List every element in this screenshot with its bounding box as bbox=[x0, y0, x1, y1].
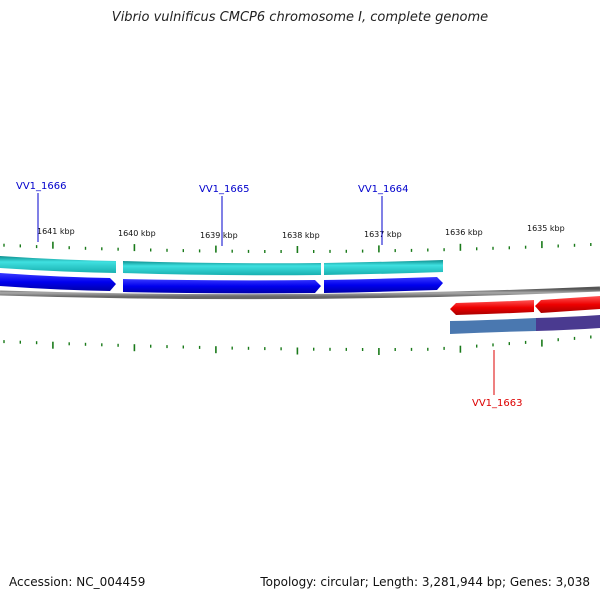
gene-feature-vv1-1663-b[interactable] bbox=[536, 315, 600, 331]
cds-arrow-vv1-1665[interactable] bbox=[123, 279, 321, 294]
reverse-gene-track bbox=[450, 315, 600, 334]
gene-feature-vv1-1663-a[interactable] bbox=[450, 318, 536, 334]
tick-label-1637: 1637 kbp bbox=[364, 230, 402, 239]
gene-labels: VV1_1666 VV1_1665 VV1_1664 VV1_1663 bbox=[16, 181, 523, 409]
cds-arrow-vv1-1663-b[interactable] bbox=[535, 296, 600, 313]
reverse-cds-track bbox=[450, 296, 600, 315]
inner-tick-ruler bbox=[3, 335, 592, 355]
tick-label-1640: 1640 kbp bbox=[118, 229, 156, 238]
gene-label-vv1-1663[interactable]: VV1_1663 bbox=[472, 398, 523, 409]
gene-label-vv1-1664[interactable]: VV1_1664 bbox=[358, 184, 409, 195]
outer-tick-ruler bbox=[3, 241, 592, 253]
gene-label-vv1-1666[interactable]: VV1_1666 bbox=[16, 181, 67, 192]
cds-arrow-vv1-1663-a[interactable] bbox=[450, 300, 534, 315]
map-title: Vibrio vulnificus CMCP6 chromosome I, co… bbox=[111, 10, 489, 25]
gene-label-vv1-1665[interactable]: VV1_1665 bbox=[199, 184, 250, 195]
tick-label-1639: 1639 kbp bbox=[200, 231, 238, 240]
tick-label-1641: 1641 kbp bbox=[37, 227, 75, 236]
tick-label-1636: 1636 kbp bbox=[445, 228, 483, 237]
cds-arrow-vv1-1664[interactable] bbox=[324, 277, 443, 293]
tick-label-1638: 1638 kbp bbox=[282, 231, 320, 240]
forward-cds-track bbox=[0, 273, 443, 294]
cds-arrow-vv1-1666[interactable] bbox=[0, 273, 116, 291]
accession-label: Accession: NC_004459 bbox=[9, 575, 146, 589]
tick-label-1635: 1635 kbp bbox=[527, 224, 565, 233]
gene-feature-vv1-1666[interactable] bbox=[0, 256, 116, 273]
genome-summary-label: Topology: circular; Length: 3,281,944 bp… bbox=[260, 575, 590, 589]
forward-gene-track bbox=[0, 256, 443, 276]
gene-feature-vv1-1665[interactable] bbox=[123, 261, 321, 276]
genome-backbone bbox=[0, 286, 600, 300]
gene-feature-vv1-1664[interactable] bbox=[324, 260, 443, 275]
tick-labels: 1641 kbp 1640 kbp 1639 kbp 1638 kbp 1637… bbox=[37, 224, 565, 240]
